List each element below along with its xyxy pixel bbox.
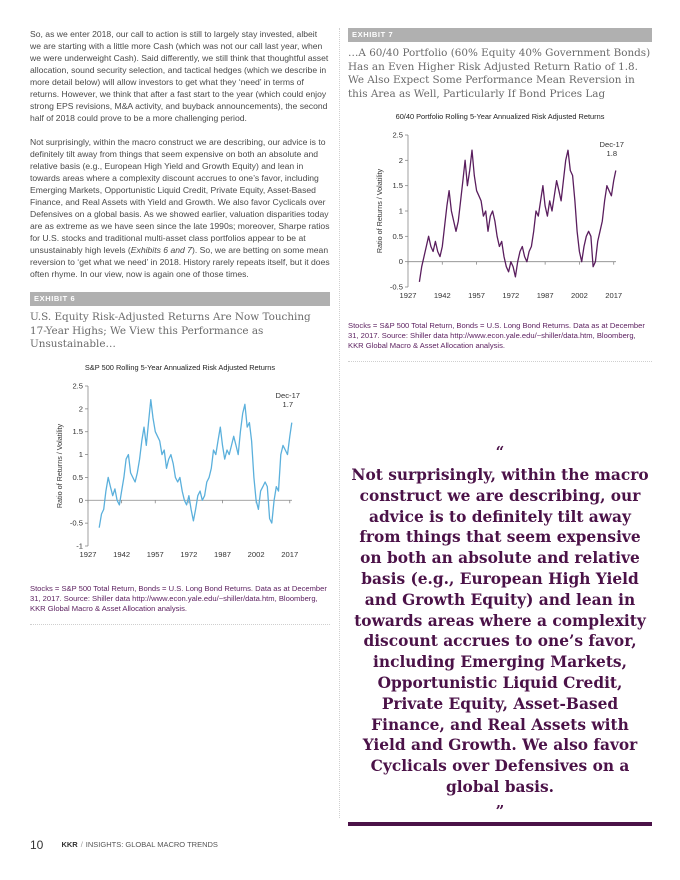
y-axis-label: Ratio of Returns / Volatility xyxy=(375,168,384,253)
y-tick-label: 0 xyxy=(399,257,403,266)
y-axis-label: Ratio of Returns / Volatility xyxy=(55,423,64,508)
quote-rule xyxy=(348,821,652,826)
x-tick-label: 1942 xyxy=(113,550,130,559)
x-tick-label: 2002 xyxy=(248,550,265,559)
x-tick-label: 1972 xyxy=(180,550,197,559)
body-paragraph-1: So, as we enter 2018, our call to action… xyxy=(30,29,329,123)
body-paragraph-2: Not surprisingly, within the macro const… xyxy=(30,136,330,280)
quote-close-mark: ” xyxy=(495,801,505,820)
quote-open-mark: “ xyxy=(495,443,505,461)
x-tick-label: 2017 xyxy=(605,291,622,300)
annotation-label: Dec-17 xyxy=(276,391,300,400)
page-footer: 10 KKR / INSIGHTS: GLOBAL MACRO TRENDS xyxy=(30,838,218,852)
y-tick-label: 1.5 xyxy=(392,181,403,190)
series-line xyxy=(418,149,617,282)
body-paragraph-2-start: Not surprisingly, within the macro const… xyxy=(30,137,330,255)
y-tick-label: -1 xyxy=(76,541,83,550)
footer-separator: / xyxy=(80,839,83,849)
exhibit-6-title: U.S. Equity Risk-Adjusted Returns Are No… xyxy=(30,311,311,350)
right-column: EXHIBIT 7 …A 60/40 Portfolio (60% Equity… xyxy=(348,28,652,362)
y-tick-label: 0 xyxy=(79,495,83,504)
exhibit-6-divider xyxy=(30,623,330,625)
y-tick-label: -0.5 xyxy=(390,283,403,292)
footer-section: INSIGHTS: GLOBAL MACRO TRENDS xyxy=(85,839,218,849)
x-tick-label: 2017 xyxy=(281,550,298,559)
body-paragraph-2-end: ). So, we are betting on some mean rever… xyxy=(30,245,330,279)
x-tick-label: 1957 xyxy=(468,291,485,300)
exhibit-7-divider xyxy=(348,361,652,362)
x-tick-label: 2002 xyxy=(571,291,588,300)
annotation-value: 1.8 xyxy=(606,149,617,158)
x-tick-label: 1942 xyxy=(434,291,451,300)
y-tick-label: 2.5 xyxy=(72,381,83,390)
y-tick-label: 0.5 xyxy=(72,472,83,481)
exhibit-6-label: EXHIBIT 6 xyxy=(30,292,330,306)
y-tick-label: 1 xyxy=(79,450,83,459)
chart-title: S&P 500 Rolling 5-Year Annualized Risk A… xyxy=(85,363,276,372)
y-tick-label: -0.5 xyxy=(70,518,83,527)
pull-quote: “ Not surprisingly, within the macro con… xyxy=(348,445,652,826)
x-tick-label: 1927 xyxy=(80,550,97,559)
x-tick-label: 1972 xyxy=(502,291,519,300)
exhibit-6-chart: S&P 500 Rolling 5-Year Annualized Risk A… xyxy=(55,363,300,559)
exhibit-6-source: Stocks = S&P 500 Total Return, Bonds = U… xyxy=(30,583,327,613)
x-tick-label: 1987 xyxy=(214,550,231,559)
y-tick-label: 1.5 xyxy=(72,427,83,436)
annotation-value: 1.7 xyxy=(282,400,293,409)
exhibit-7-source: Stocks = S&P 500 Total Return, Bonds = U… xyxy=(348,321,645,350)
exhibit-reference: Exhibits 6 and 7 xyxy=(130,245,192,255)
y-tick-label: 2.5 xyxy=(392,131,403,140)
exhibit-7: EXHIBIT 7 …A 60/40 Portfolio (60% Equity… xyxy=(348,28,652,362)
y-tick-label: 2 xyxy=(79,404,83,413)
y-tick-label: 2 xyxy=(399,156,403,165)
brand-logo: KKR xyxy=(61,839,78,849)
y-tick-label: 0.5 xyxy=(392,232,403,241)
page-number: 10 xyxy=(30,838,44,852)
quote-text: Not surprisingly, within the macro const… xyxy=(351,466,649,796)
series-line xyxy=(98,398,293,528)
x-tick-label: 1987 xyxy=(537,291,554,300)
x-tick-label: 1927 xyxy=(400,291,417,300)
left-column: So, as we enter 2018, our call to action… xyxy=(30,28,330,625)
exhibit-7-label: EXHIBIT 7 xyxy=(348,28,652,42)
column-divider xyxy=(339,28,340,818)
chart-title: 60/40 Portfolio Rolling 5-Year Annualize… xyxy=(396,112,605,121)
annotation-label: Dec-17 xyxy=(600,140,624,149)
exhibit-6: EXHIBIT 6 U.S. Equity Risk-Adjusted Retu… xyxy=(30,292,330,625)
exhibit-7-title: …A 60/40 Portfolio (60% Equity 40% Gover… xyxy=(348,47,651,100)
y-tick-label: 1 xyxy=(399,207,403,216)
exhibit-7-chart: 60/40 Portfolio Rolling 5-Year Annualize… xyxy=(375,112,624,300)
x-tick-label: 1957 xyxy=(147,550,164,559)
